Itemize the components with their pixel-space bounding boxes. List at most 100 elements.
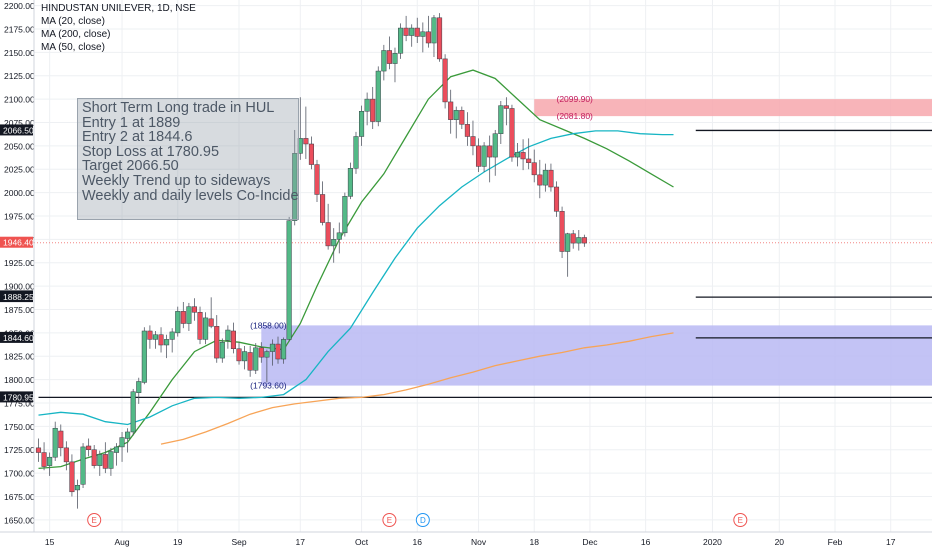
candle xyxy=(514,143,521,167)
candle xyxy=(576,230,582,251)
candle-body xyxy=(130,391,136,433)
x-tick-label: Nov xyxy=(471,537,487,547)
candle xyxy=(414,17,420,44)
candle-body xyxy=(141,330,147,383)
candle-body xyxy=(331,239,337,247)
candle xyxy=(331,228,337,263)
candle-body xyxy=(453,110,459,120)
candle xyxy=(436,13,443,62)
ma50-legend-item[interactable]: MA (50, close) xyxy=(41,42,105,53)
candle-body xyxy=(370,98,376,122)
y-tick-label: 1775.00 xyxy=(4,398,35,408)
candle-body xyxy=(119,437,125,448)
price-axis-badge xyxy=(0,291,33,303)
candle-body xyxy=(431,17,437,44)
candle-body xyxy=(347,168,353,197)
candle xyxy=(420,22,426,53)
candle-body xyxy=(91,449,97,466)
x-tick-label: Aug xyxy=(114,537,129,547)
x-tick-label: Oct xyxy=(355,537,369,547)
candle xyxy=(503,97,509,126)
candle-body xyxy=(503,105,509,109)
candle xyxy=(342,192,348,237)
candle-body xyxy=(47,456,53,466)
candle-body xyxy=(464,124,470,137)
candle-body xyxy=(208,318,214,327)
candle xyxy=(359,105,365,146)
event-marker xyxy=(382,513,397,527)
candle xyxy=(119,431,125,462)
price-axis-badge-label: 2066.50 xyxy=(3,125,34,135)
y-tick-label: 1975.00 xyxy=(4,211,35,221)
candle xyxy=(264,349,270,383)
candle xyxy=(347,162,353,200)
y-tick-label: 2125.00 xyxy=(4,71,35,81)
trade-note[interactable]: Short Term Long trade in HUL Entry 1 at … xyxy=(77,98,299,220)
candle xyxy=(570,230,576,249)
note-line: Weekly and daily levels Co-Incide xyxy=(82,187,299,204)
event-marker-label: E xyxy=(387,516,392,525)
candle xyxy=(186,302,192,331)
candle xyxy=(320,181,326,226)
event-marker xyxy=(87,513,102,527)
x-tick-label: 16 xyxy=(641,537,651,547)
candle xyxy=(553,181,560,217)
candle xyxy=(208,297,214,329)
candle-body xyxy=(275,343,281,360)
price-zone xyxy=(534,99,932,117)
candle-body xyxy=(197,312,203,340)
candle-body xyxy=(548,169,554,188)
candle-body xyxy=(576,237,582,244)
candle xyxy=(136,377,142,404)
candle-body xyxy=(230,330,236,349)
candle-body xyxy=(264,351,270,358)
candle xyxy=(180,301,186,329)
candle-body xyxy=(269,343,275,352)
candle-body xyxy=(459,110,465,125)
candle-body xyxy=(108,451,114,469)
ma20-legend-item[interactable]: MA (20, close) xyxy=(41,16,105,27)
candle-body xyxy=(97,454,103,466)
y-tick-label: 1825.00 xyxy=(4,352,35,362)
note-line: Stop Loss at 1780.95 xyxy=(82,143,220,160)
event-marker-label: E xyxy=(92,516,97,525)
candle-body xyxy=(498,105,504,134)
ma200-legend-item[interactable]: MA (200, close) xyxy=(41,29,111,40)
candle xyxy=(425,15,431,48)
candle xyxy=(381,44,387,81)
candle-body xyxy=(175,311,181,334)
candle-body xyxy=(253,347,259,371)
candle-body xyxy=(353,136,359,169)
candle xyxy=(548,163,554,192)
candle-body xyxy=(581,237,587,244)
candle xyxy=(336,222,342,254)
candle-body xyxy=(375,70,381,122)
candle-body xyxy=(381,50,387,72)
candle-body xyxy=(113,446,120,453)
candle xyxy=(74,479,81,509)
candle-body xyxy=(364,98,370,112)
candle xyxy=(487,135,493,183)
x-tick-label: 2020 xyxy=(703,537,722,547)
candle-body xyxy=(320,194,326,223)
candle-body xyxy=(80,446,86,485)
moving-average-line xyxy=(38,130,674,426)
candle xyxy=(581,234,587,247)
candle xyxy=(191,298,198,321)
note-line: Short Term Long trade in HUL xyxy=(82,100,275,116)
candle-body xyxy=(336,232,342,240)
y-tick-label: 2075.00 xyxy=(4,118,35,128)
candle-body xyxy=(69,461,75,493)
candle xyxy=(364,92,370,126)
candle xyxy=(253,343,259,374)
candle xyxy=(542,163,548,192)
candle-body xyxy=(152,334,159,340)
candle xyxy=(130,388,136,436)
candle-body xyxy=(409,27,415,36)
candle xyxy=(242,345,248,370)
candle-body xyxy=(520,152,526,160)
candle-body xyxy=(292,153,298,221)
candle xyxy=(297,97,303,160)
